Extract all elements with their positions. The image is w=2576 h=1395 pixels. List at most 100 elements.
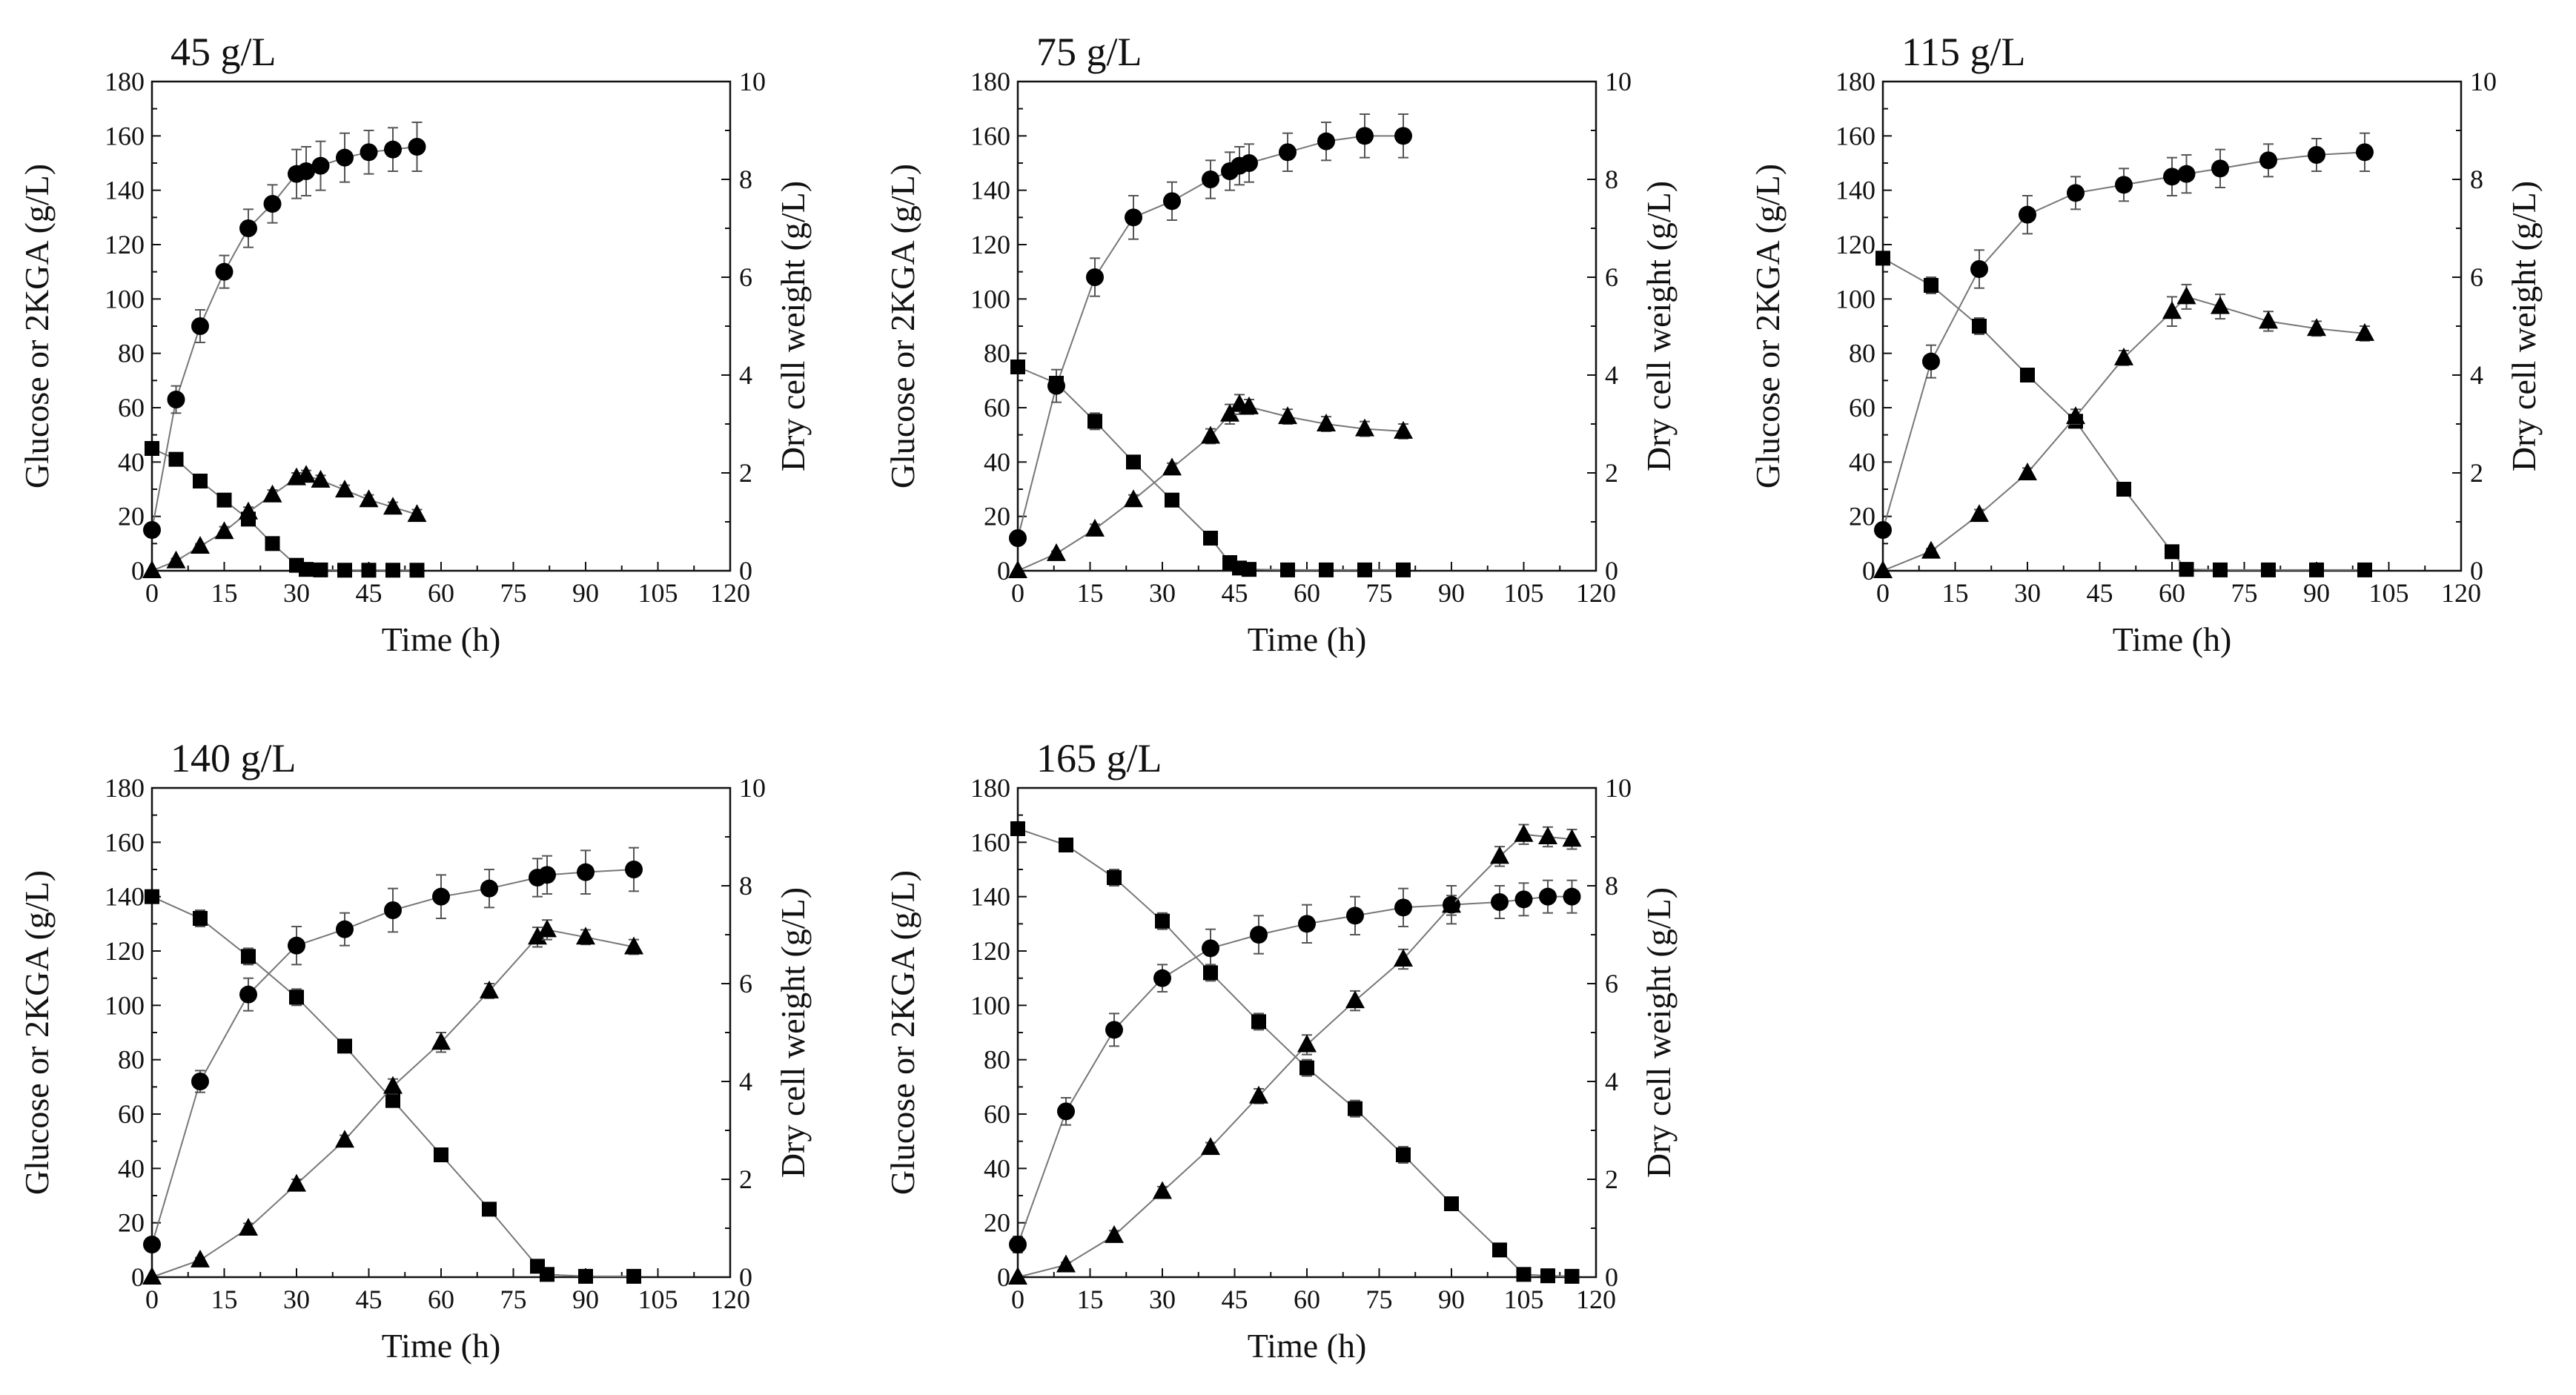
data-point-triangle bbox=[2211, 296, 2230, 314]
y-axis-title: Glucose or 2KGA (g/L) bbox=[18, 870, 56, 1195]
y-tick-label: 80 bbox=[984, 339, 1010, 368]
y-tick-label: 60 bbox=[1849, 393, 1875, 423]
data-point-triangle bbox=[431, 1032, 451, 1050]
y-tick-label: 100 bbox=[105, 990, 145, 1020]
y2-tick-label: 0 bbox=[739, 1262, 752, 1292]
y2-tick-label: 6 bbox=[2470, 262, 2483, 292]
chart-title: 165 g/L bbox=[1036, 736, 1162, 781]
y-tick-label: 100 bbox=[105, 284, 145, 314]
data-point-square bbox=[145, 441, 159, 456]
data-point-circle bbox=[1539, 887, 1557, 906]
y-tick-label: 140 bbox=[105, 176, 145, 205]
y2-tick-label: 2 bbox=[739, 458, 752, 488]
series-triangle bbox=[1873, 283, 2374, 578]
series-line bbox=[1882, 257, 2365, 571]
x-tick-label: 0 bbox=[1876, 578, 1890, 608]
data-point-circle bbox=[288, 936, 305, 955]
data-point-square bbox=[337, 563, 352, 578]
y2-tick-label: 2 bbox=[739, 1164, 752, 1194]
data-point-triangle bbox=[576, 927, 595, 945]
data-point-circle bbox=[167, 391, 185, 408]
data-point-triangle bbox=[142, 560, 162, 578]
data-point-square bbox=[1972, 319, 1987, 334]
y2-tick-label: 2 bbox=[2470, 458, 2483, 488]
data-point-triangle bbox=[1514, 824, 1534, 842]
y2-tick-label: 2 bbox=[1605, 1164, 1618, 1194]
series-triangle bbox=[1008, 824, 1582, 1285]
data-point-triangle bbox=[2259, 311, 2278, 329]
data-point-circle bbox=[1279, 143, 1297, 162]
y-tick-label: 160 bbox=[105, 827, 145, 857]
y-axis-title: Glucose or 2KGA (g/L) bbox=[1749, 164, 1787, 488]
y-axis-title: Glucose or 2KGA (g/L) bbox=[884, 164, 921, 488]
x-tick-label: 105 bbox=[1504, 1285, 1544, 1314]
data-point-square bbox=[2261, 562, 2276, 577]
data-point-square bbox=[578, 1268, 593, 1284]
data-point-triangle bbox=[1562, 829, 1582, 847]
data-point-circle bbox=[408, 138, 426, 156]
data-point-square bbox=[1251, 1014, 1266, 1030]
x-tick-label: 0 bbox=[145, 1285, 159, 1314]
x-tick-label: 15 bbox=[1942, 578, 1969, 608]
data-point-square bbox=[361, 563, 377, 578]
series-circle bbox=[143, 122, 426, 539]
y2-tick-label: 8 bbox=[739, 165, 752, 194]
y-tick-label: 180 bbox=[105, 773, 145, 803]
series-circle bbox=[1009, 879, 1581, 1253]
data-point-triangle bbox=[1239, 396, 1259, 414]
data-point-square bbox=[265, 536, 280, 551]
data-point-square bbox=[1203, 531, 1218, 546]
x-tick-label: 0 bbox=[145, 578, 159, 608]
y2-tick-label: 8 bbox=[739, 871, 752, 901]
data-point-square bbox=[313, 562, 328, 577]
data-point-triangle bbox=[1047, 543, 1066, 561]
data-point-circle bbox=[1125, 208, 1142, 227]
y-tick-label: 20 bbox=[118, 1208, 145, 1238]
data-point-circle bbox=[2177, 165, 2196, 183]
y-tick-label: 160 bbox=[970, 827, 1010, 857]
data-point-triangle bbox=[1008, 1267, 1027, 1285]
x-tick-label: 0 bbox=[1011, 578, 1024, 608]
data-point-triangle bbox=[1394, 949, 1413, 967]
data-point-square bbox=[2179, 562, 2194, 577]
plot-frame bbox=[1016, 80, 1597, 572]
data-point-square bbox=[1444, 1196, 1459, 1211]
x-tick-label: 75 bbox=[2231, 578, 2258, 608]
data-point-square bbox=[385, 1093, 400, 1108]
x-tick-label: 45 bbox=[356, 578, 383, 608]
y-tick-label: 60 bbox=[984, 393, 1010, 423]
x-axis-title: Time (h) bbox=[382, 620, 501, 658]
y2-tick-label: 0 bbox=[739, 556, 752, 586]
data-point-circle bbox=[1298, 915, 1316, 933]
data-point-triangle bbox=[142, 1267, 162, 1285]
series-square bbox=[1875, 251, 2372, 577]
data-point-circle bbox=[143, 521, 161, 539]
y-tick-label: 20 bbox=[984, 502, 1010, 531]
data-point-circle bbox=[1153, 969, 1171, 987]
y-tick-label: 40 bbox=[1849, 447, 1875, 477]
chart-title: 115 g/L bbox=[1901, 30, 2025, 74]
data-point-triangle bbox=[2162, 301, 2182, 319]
data-point-triangle bbox=[1249, 1085, 1268, 1104]
y2-tick-label: 0 bbox=[1605, 556, 1618, 586]
y-tick-label: 180 bbox=[970, 67, 1010, 96]
x-tick-label: 75 bbox=[500, 1285, 527, 1314]
x-tick-label: 15 bbox=[1077, 578, 1104, 608]
x-tick-label: 30 bbox=[1149, 578, 1176, 608]
y-tick-label: 80 bbox=[118, 339, 145, 368]
x-tick-label: 120 bbox=[1576, 1285, 1616, 1314]
data-point-triangle bbox=[1201, 425, 1220, 444]
data-point-square bbox=[193, 911, 208, 926]
data-point-triangle bbox=[239, 501, 258, 520]
data-point-triangle bbox=[1201, 1137, 1220, 1156]
data-point-square bbox=[1396, 562, 1411, 577]
data-point-circle bbox=[191, 1073, 209, 1090]
data-point-triangle bbox=[359, 489, 379, 508]
data-point-square bbox=[2020, 368, 2035, 382]
y-tick-label: 80 bbox=[984, 1045, 1010, 1075]
data-point-square bbox=[2357, 562, 2372, 577]
y-tick-label: 0 bbox=[997, 1262, 1010, 1292]
chart-title: 75 g/L bbox=[1036, 30, 1142, 74]
data-point-square bbox=[299, 562, 314, 577]
data-point-square bbox=[1155, 913, 1170, 929]
